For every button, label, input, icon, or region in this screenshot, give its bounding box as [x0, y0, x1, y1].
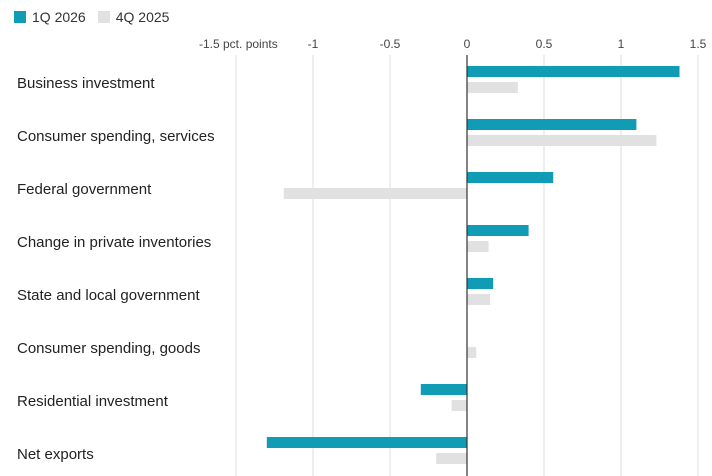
- bar-1q-2026: [467, 225, 529, 236]
- x-tick-label: -0.5: [380, 37, 401, 51]
- x-tick-label: 1.5: [690, 37, 707, 51]
- category-label: Business investment: [17, 75, 155, 92]
- bar-4q-2025: [467, 82, 518, 93]
- legend-label-4q-2025: 4Q 2025: [115, 9, 170, 25]
- bar-4q-2025: [467, 294, 491, 305]
- x-tick-label: -1.5 pct. points: [199, 37, 278, 51]
- bar-1q-2026: [467, 278, 494, 289]
- legend-swatch-1q-2026: [14, 11, 26, 23]
- legend: 1Q 2026 4Q 2025: [14, 7, 181, 27]
- legend-item-4q-2025: 4Q 2025: [97, 9, 170, 25]
- bar-4q-2025: [467, 135, 657, 146]
- legend-swatch-4q-2025: [97, 11, 110, 23]
- bar-1q-2026: [467, 66, 680, 77]
- x-tick-label: 1: [618, 37, 625, 51]
- bar-4q-2025: [451, 400, 467, 411]
- bar-1q-2026: [467, 172, 554, 183]
- bar-4q-2025: [467, 241, 489, 252]
- category-label: Change in private inventories: [17, 234, 211, 251]
- x-tick-label: -1: [308, 37, 319, 51]
- bar-4q-2025: [467, 347, 477, 358]
- category-label: Residential investment: [17, 393, 169, 410]
- bar-1q-2026: [467, 119, 637, 130]
- category-label: Federal government: [17, 181, 152, 198]
- legend-item-1q-2026: 1Q 2026: [14, 9, 86, 25]
- category-label: Net exports: [17, 446, 94, 463]
- bar-4q-2025: [283, 188, 467, 199]
- legend-label-1q-2026: 1Q 2026: [32, 9, 86, 25]
- category-label: Consumer spending, services: [17, 128, 215, 145]
- bar-1q-2026: [420, 384, 467, 395]
- bar-1q-2026: [266, 437, 467, 448]
- x-tick-label: 0.5: [536, 37, 553, 51]
- x-tick-label: 0: [464, 37, 471, 51]
- bar-4q-2025: [436, 453, 467, 464]
- category-label: Consumer spending, goods: [17, 340, 200, 357]
- category-label: State and local government: [17, 287, 200, 304]
